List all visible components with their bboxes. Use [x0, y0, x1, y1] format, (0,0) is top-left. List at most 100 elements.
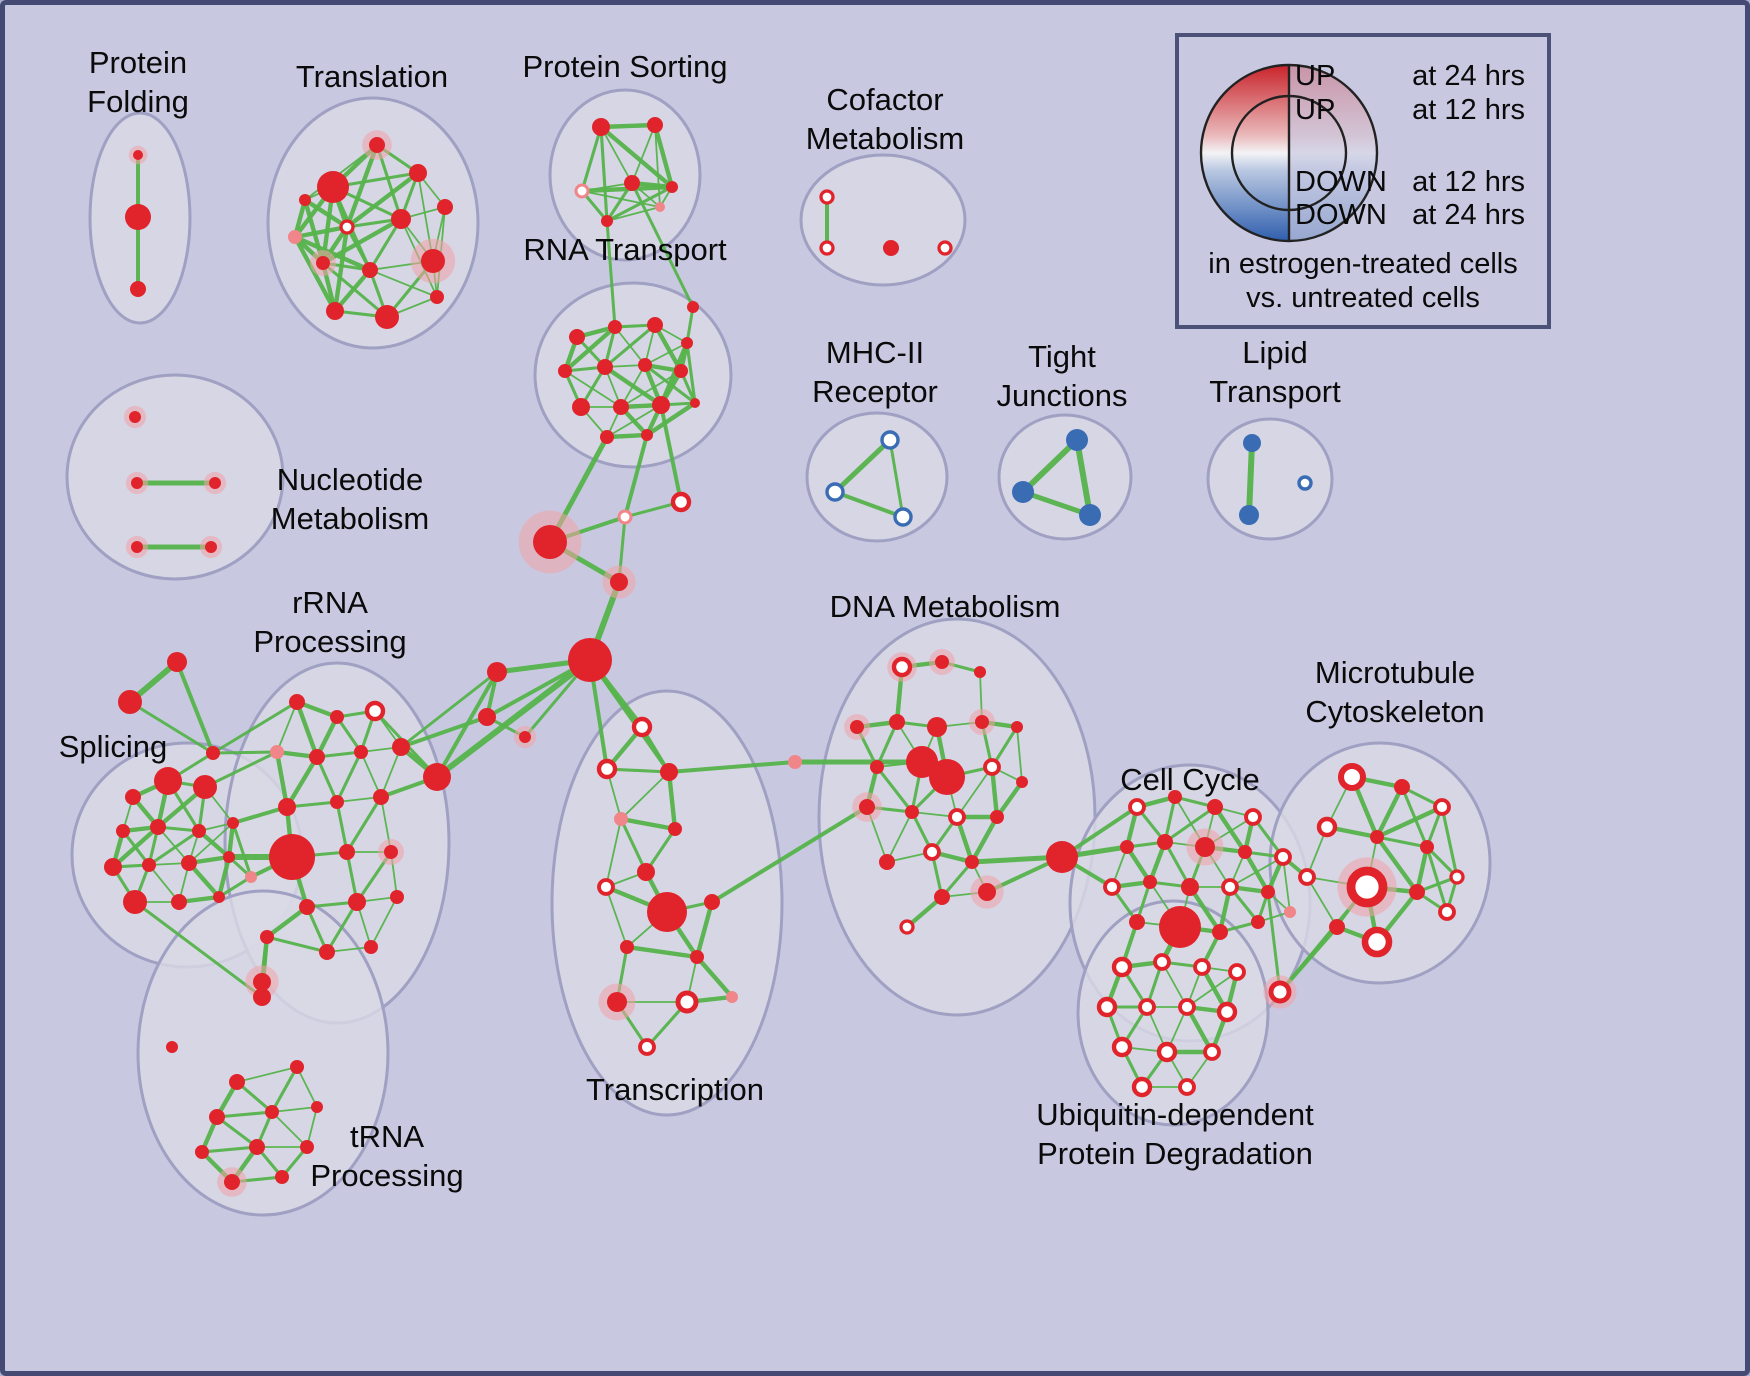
node-tx	[668, 822, 682, 836]
edge-rna	[644, 342, 688, 366]
node-ubiq	[1153, 953, 1171, 971]
node-tx	[596, 758, 618, 780]
edge-mhc	[832, 437, 893, 495]
edge-tx	[694, 899, 715, 960]
node-cc	[1244, 808, 1262, 826]
legend-group: UP at 24 hrs UP at 12 hrs DOWN at 12 hrs DOWN a…	[1175, 33, 1551, 329]
node-rrna	[269, 834, 315, 880]
edge-trna	[296, 1066, 318, 1108]
cluster-label-rrna: rRNA	[292, 585, 368, 620]
node-sp	[171, 894, 187, 910]
node-rna	[613, 399, 629, 415]
node-rrna	[330, 795, 344, 809]
node-dna	[978, 883, 996, 901]
cluster-label-tj: Tight	[1028, 339, 1096, 374]
edge-rrna	[284, 754, 320, 810]
edge-inter	[211, 700, 299, 755]
node-cc	[1128, 798, 1146, 816]
edge-rna	[643, 363, 697, 405]
edge-inter	[630, 181, 695, 309]
edge-inter	[128, 700, 215, 755]
node-tx	[637, 863, 655, 881]
edge-cc	[1212, 804, 1248, 855]
node-tl	[299, 194, 311, 206]
node-cc	[1159, 906, 1201, 948]
node-tx	[597, 878, 615, 896]
node-trna	[166, 1041, 178, 1053]
edge-inter	[133, 900, 264, 999]
edge-sp	[110, 824, 161, 870]
edge-tx	[605, 818, 622, 888]
cluster-label-tj: Junctions	[997, 378, 1128, 413]
node-dna	[905, 805, 919, 819]
node-rrna	[278, 798, 296, 816]
node-rna	[597, 359, 613, 375]
nodes-layer	[104, 117, 1465, 1197]
legend-box	[1175, 33, 1551, 329]
node-mhc	[893, 507, 913, 527]
cluster-label-ps: Protein Sorting	[522, 49, 727, 84]
cluster-label-micro: Microtubule	[1315, 655, 1475, 690]
edge-tl	[332, 224, 350, 314]
cluster-ellipse-lt	[1206, 417, 1334, 541]
node-ubiq	[1178, 998, 1196, 1016]
edge-trna	[236, 1066, 298, 1083]
node-trna	[290, 1060, 304, 1074]
node-dna	[927, 717, 947, 737]
edge-tx	[605, 767, 671, 774]
node-tl	[362, 262, 378, 278]
cluster-label-cf: Cofactor	[826, 82, 943, 117]
edge-micro	[1374, 804, 1445, 840]
node-ubiq	[1193, 958, 1211, 976]
node-sp	[125, 789, 141, 805]
edge-mhc	[888, 438, 905, 519]
edge-inter	[399, 715, 489, 749]
node-tx	[726, 991, 738, 1003]
edge-trna	[215, 1110, 274, 1119]
edge-rrna	[370, 896, 398, 948]
legend-caption: in estrogen-treated cells	[1208, 248, 1518, 280]
node-tx	[675, 990, 699, 1014]
node-free	[167, 652, 187, 672]
node-cc	[1195, 837, 1215, 857]
node-tj	[1066, 429, 1088, 451]
node-micro	[1409, 884, 1425, 900]
node-trna	[209, 1109, 225, 1125]
node-cf	[819, 189, 835, 205]
legend-direction-label: DOWN	[1295, 199, 1387, 231]
node-sp	[142, 858, 156, 872]
node-dna	[899, 919, 915, 935]
node-trna	[249, 1139, 265, 1155]
node-rrna	[330, 710, 344, 724]
node-tx	[704, 894, 720, 910]
node-cf	[937, 240, 953, 256]
node-dna	[879, 854, 895, 870]
edge-trna	[200, 1145, 259, 1154]
node-free	[610, 573, 628, 591]
cluster-label-pf: Folding	[87, 84, 189, 119]
node-free	[118, 690, 142, 714]
node-rrna	[309, 749, 325, 765]
node-tx	[690, 950, 704, 964]
node-micro	[1394, 779, 1410, 795]
node-trna	[300, 1140, 314, 1154]
node-rrna	[289, 694, 305, 710]
edge-micro	[1306, 876, 1338, 928]
cluster-label-dna: DNA Metabolism	[830, 589, 1061, 624]
node-dna	[923, 843, 941, 861]
node-trna	[195, 1145, 209, 1159]
cluster-label-rrna: Processing	[253, 624, 406, 659]
edge-trna	[271, 1111, 308, 1148]
node-micro	[1329, 919, 1345, 935]
node-rrna	[270, 745, 284, 759]
edge-cc	[1282, 856, 1291, 913]
node-nm	[131, 541, 143, 553]
node-nm	[209, 477, 221, 489]
node-dna	[906, 746, 938, 778]
node-rna	[608, 320, 622, 334]
node-rna	[558, 364, 572, 378]
node-free	[478, 708, 496, 726]
edge-mhc	[833, 490, 905, 519]
node-tl	[316, 256, 330, 270]
node-free	[533, 525, 567, 559]
